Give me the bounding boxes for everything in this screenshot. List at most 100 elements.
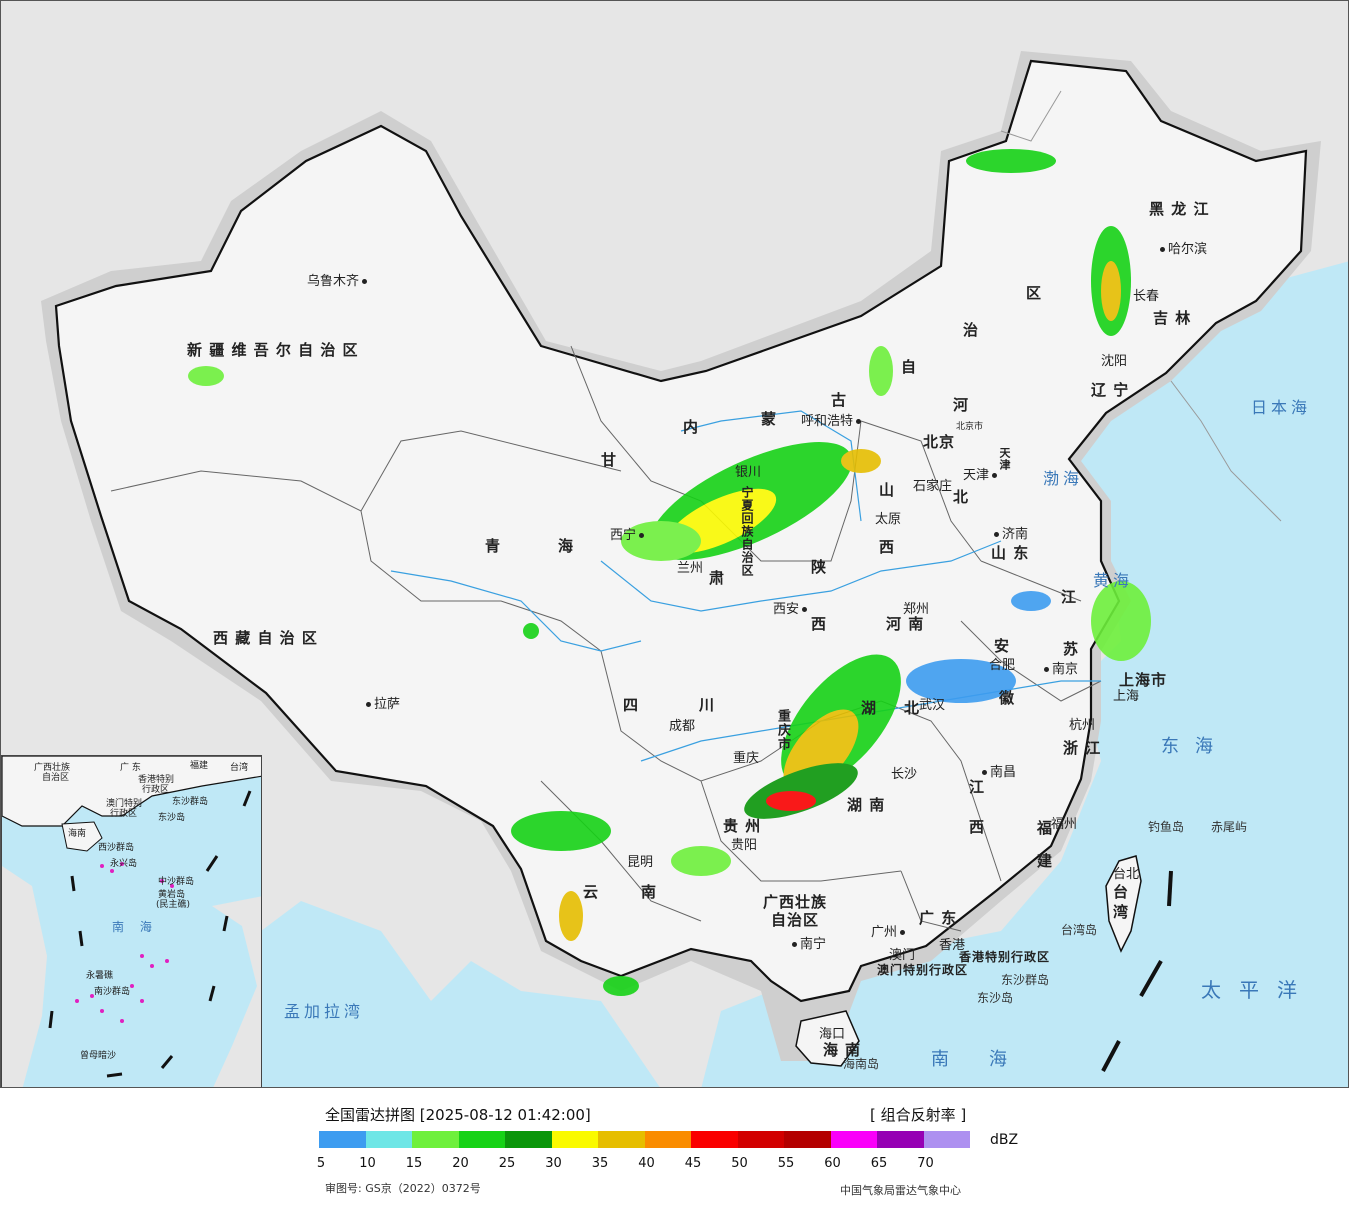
inset-label-macau2: 行政区 bbox=[110, 809, 138, 819]
province-label-hainan-1: 海 bbox=[823, 1041, 840, 1059]
island-dongsha: 东沙群岛 bbox=[1001, 973, 1050, 987]
province-label-hainan-2: 南 bbox=[845, 1041, 862, 1059]
province-label-shaanxi-2: 西 bbox=[811, 615, 828, 633]
inset-label-hk2: 行政区 bbox=[142, 785, 170, 795]
province-label-neimeng-6: 区 bbox=[1026, 284, 1043, 302]
legend-title: 全国雷达拼图 [2025-08-12 01:42:00] bbox=[325, 1106, 591, 1124]
province-label-macau: 澳门特别行政区 bbox=[877, 963, 969, 977]
city-beijing: 北京市 bbox=[956, 422, 984, 432]
province-label-shanxi-2: 西 bbox=[879, 538, 896, 556]
province-label-gansu: 甘 bbox=[601, 451, 618, 469]
legend-tick-label: 5 bbox=[316, 1156, 326, 1171]
legend-swatch bbox=[737, 1131, 784, 1148]
province-label-sichuan-2: 川 bbox=[699, 696, 716, 714]
inset-label-guangdong: 广 东 bbox=[120, 763, 141, 773]
province-label-hebei-2: 北 bbox=[953, 488, 970, 506]
province-label-sichuan-1: 四 bbox=[623, 696, 640, 714]
sea-yellow: 黄海 bbox=[1093, 571, 1134, 590]
legend-tick-label: 45 bbox=[684, 1156, 702, 1171]
province-label-gansu-2: 肃 bbox=[709, 569, 726, 587]
legend-swatch bbox=[784, 1131, 831, 1148]
inset-nine-dash bbox=[48, 790, 252, 1078]
nine-dash-line bbox=[1101, 870, 1173, 1072]
province-label-anhui-1: 安 bbox=[994, 637, 1011, 655]
legend-swatch bbox=[365, 1131, 412, 1148]
inset-label-nansha: 南沙群岛 bbox=[94, 987, 131, 997]
province-label-neimeng-3: 古 bbox=[831, 391, 848, 409]
province-borders bbox=[110, 345, 1102, 932]
legend-panel: 全国雷达拼图 [2025-08-12 01:42:00] [ 组合反射率 ] d… bbox=[0, 1088, 1349, 1208]
legend-tick-label: 30 bbox=[545, 1156, 562, 1171]
province-label-guangdong: 广 东 bbox=[919, 909, 958, 927]
province-label-jiangsu-1: 江 bbox=[1061, 588, 1078, 606]
city-xining: 西宁 bbox=[610, 524, 647, 543]
province-label-neimeng-4: 自 bbox=[901, 358, 918, 376]
taiwan-island bbox=[1105, 855, 1142, 953]
province-label-qinghai-2: 海 bbox=[558, 537, 575, 555]
city-hohhot: 呼和浩特 bbox=[801, 410, 864, 429]
province-label-anhui-2: 徽 bbox=[999, 689, 1016, 707]
sea-pacific: 太平洋 bbox=[1201, 978, 1315, 1002]
province-label-guizhou: 贵 州 bbox=[723, 817, 762, 835]
province-label-guangxi-2: 自治区 bbox=[771, 911, 820, 929]
province-label-fujian-1: 福 bbox=[1037, 819, 1054, 837]
inset-label-taiwan: 台湾 bbox=[230, 763, 249, 773]
city-nanchang: 南昌 bbox=[979, 761, 1016, 780]
city-yinchuan: 银川 bbox=[735, 465, 762, 480]
legend-swatch bbox=[923, 1131, 970, 1148]
legend-swatch bbox=[551, 1131, 598, 1148]
province-label-yunnan-2: 南 bbox=[641, 883, 658, 901]
province-label-yunnan-1: 云 bbox=[583, 883, 600, 901]
legend-colorbar bbox=[319, 1131, 970, 1148]
city-jinan: 济南 bbox=[991, 523, 1028, 542]
inset-label-zhongsha: 中沙群岛 bbox=[158, 877, 195, 887]
inset-land bbox=[2, 756, 261, 827]
city-haikou: 海口 bbox=[819, 1027, 846, 1042]
legend-tick-label: 65 bbox=[870, 1156, 888, 1171]
legend-tick-label: 35 bbox=[591, 1156, 609, 1171]
city-xian: 西安 bbox=[773, 598, 810, 617]
inset-label-fujian: 福建 bbox=[190, 761, 209, 771]
province-label-henan: 河 南 bbox=[886, 615, 925, 633]
ocean-east bbox=[701, 261, 1348, 1087]
legend-swatch bbox=[505, 1131, 552, 1148]
legend-unit: dBZ bbox=[990, 1132, 1019, 1148]
province-label-chongqing: 重庆市 bbox=[775, 709, 790, 751]
inset-label-macau: 澳门特别 bbox=[106, 799, 143, 809]
province-label-hebei-1: 河 bbox=[953, 396, 970, 414]
city-hongkong: 香港 bbox=[939, 938, 966, 953]
radar-map: 新 疆 维 吾 尔 自 治 区 西 藏 自 治 区 青 海 甘 内 蒙 古 自 … bbox=[0, 0, 1349, 1088]
inset-label-zizhiqu: 自治区 bbox=[42, 773, 70, 783]
province-label-guangxi-1: 广西壮族 bbox=[763, 893, 828, 911]
city-wuhan: 武汉 bbox=[919, 698, 946, 713]
province-label-jilin: 吉 林 bbox=[1153, 309, 1192, 327]
sea-east: 东海 bbox=[1161, 736, 1229, 757]
south-china-sea-inset: 广西壮族 自治区 广 东 福建 台湾 香港特别 行政区 澳门特别 行政区 东沙群… bbox=[1, 755, 262, 1087]
legend-review-number: 审图号: GS京（2022）0372号 bbox=[325, 1182, 481, 1195]
city-shenyang: 沈阳 bbox=[1101, 354, 1128, 369]
province-label-heilongjiang: 黑 龙 江 bbox=[1149, 200, 1210, 218]
city-kunming: 昆明 bbox=[627, 855, 654, 870]
city-chongqing: 重庆 bbox=[733, 751, 760, 766]
province-label-shaanxi-1: 陕 bbox=[811, 558, 828, 576]
city-taibei: 台北 bbox=[1113, 867, 1140, 882]
sea-south: 南海 bbox=[931, 1049, 1047, 1070]
province-label-jiangxi-2: 西 bbox=[969, 818, 986, 836]
inset-left-land bbox=[2, 866, 47, 1087]
city-changsha: 长沙 bbox=[891, 767, 918, 782]
province-label-neimeng-5: 治 bbox=[963, 321, 980, 339]
province-label-jiangxi-1: 江 bbox=[969, 778, 986, 796]
province-label-qinghai-1: 青 bbox=[485, 537, 502, 555]
province-label-shanghai: 上海市 bbox=[1119, 671, 1168, 689]
legend-tick-label: 20 bbox=[452, 1156, 469, 1171]
province-label-ningxia: 宁夏回族自治区 bbox=[740, 486, 754, 577]
province-label-xizang: 西 藏 自 治 区 bbox=[213, 629, 318, 647]
radar-echoes bbox=[188, 149, 1151, 996]
province-label-hubei-2: 北 bbox=[904, 699, 921, 717]
inset-label-guangxi: 广西壮族 bbox=[34, 763, 71, 773]
city-lanzhou: 兰州 bbox=[677, 561, 704, 576]
island-taiwan: 台湾岛 bbox=[1061, 923, 1098, 937]
city-lhasa: 拉萨 bbox=[363, 693, 400, 712]
city-zhengzhou: 郑州 bbox=[903, 602, 930, 617]
legend-tick-label: 70 bbox=[917, 1156, 934, 1171]
